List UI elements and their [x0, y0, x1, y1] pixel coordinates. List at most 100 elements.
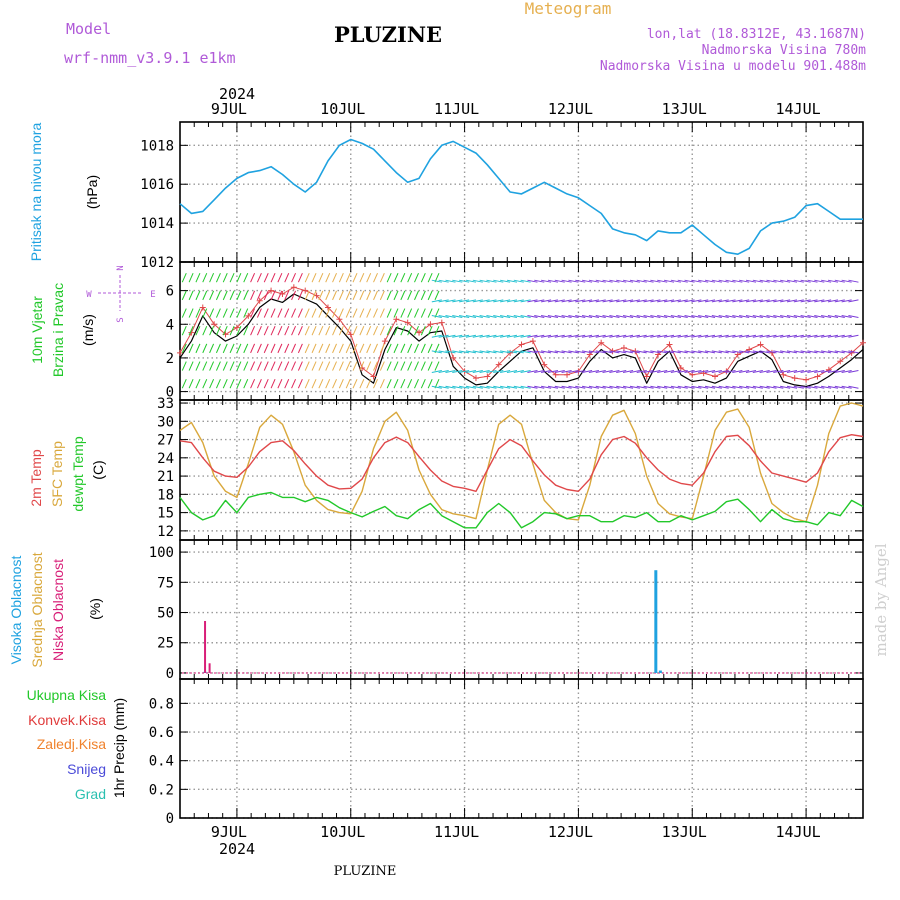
- y-tick-label: 24: [157, 451, 174, 467]
- wind-barb: [250, 308, 256, 318]
- wind-barb: [263, 272, 269, 283]
- wind-barb: [595, 370, 606, 374]
- wind-barb: [684, 334, 695, 338]
- wind-barb: [657, 279, 668, 283]
- wind-barb: [554, 279, 565, 283]
- wind-barb: [725, 299, 736, 303]
- wind-barb: [445, 279, 456, 283]
- wind-barb: [848, 370, 859, 374]
- wind-barb: [215, 308, 221, 318]
- gust-marker: [256, 297, 263, 304]
- wind-barb: [800, 299, 811, 303]
- wind-barb: [718, 315, 729, 319]
- wind-barb: [540, 299, 552, 303]
- wind-barb: [540, 385, 552, 389]
- wind-barb: [209, 361, 215, 371]
- wind-barb: [663, 279, 675, 283]
- wind-barb: [297, 379, 303, 389]
- wind-barb: [739, 385, 750, 389]
- wind-barb: [745, 279, 757, 283]
- wind-barb: [506, 334, 518, 338]
- y-tick-label: 2: [166, 351, 174, 367]
- wind-barb: [195, 308, 201, 318]
- wind-barb: [848, 350, 859, 354]
- wind-barb: [243, 361, 249, 371]
- wind-barb: [807, 350, 818, 354]
- gust-marker: [768, 349, 775, 356]
- wind-barb: [263, 361, 269, 371]
- wind-barb: [732, 370, 743, 374]
- wind-barb: [431, 385, 442, 389]
- wind-barb: [229, 272, 235, 283]
- wind-barb: [202, 361, 208, 371]
- wind-barb: [386, 379, 392, 389]
- wind-barb: [445, 350, 456, 354]
- low-cloud-bar: [208, 663, 211, 673]
- gust-marker: [393, 316, 400, 323]
- wind-barb: [581, 385, 593, 389]
- wind-barb: [848, 299, 859, 303]
- wind-barb: [311, 326, 317, 336]
- gust-marker: [860, 339, 866, 346]
- wind-barb: [332, 379, 337, 389]
- wind-barb: [236, 272, 242, 283]
- wind-barb: [534, 385, 545, 389]
- wind-barb: [609, 279, 620, 283]
- wind-barb: [704, 334, 716, 338]
- wind-barb: [609, 334, 620, 338]
- precip-legend-snow: Snijeg: [67, 761, 106, 777]
- wind-barb: [800, 279, 811, 283]
- wind-barb: [250, 272, 256, 283]
- wind-barb: [773, 299, 784, 303]
- wind-barb: [345, 326, 351, 336]
- wind-barb: [195, 326, 201, 336]
- wind-barb: [588, 279, 600, 283]
- wind-barb: [616, 279, 627, 283]
- wind-barb: [215, 326, 221, 336]
- wind-barb: [256, 361, 262, 371]
- wind-barb: [215, 272, 221, 283]
- wind-barb: [452, 299, 463, 303]
- pressure-line: [179, 138, 863, 255]
- wind-barb: [663, 315, 675, 319]
- wind-barb: [291, 379, 297, 389]
- wind-barb: [780, 370, 791, 374]
- wind-barb: [718, 370, 729, 374]
- wind-barb: [297, 308, 303, 318]
- wind-barb: [195, 290, 201, 301]
- wind-barb: [780, 299, 791, 303]
- wind-barb: [759, 350, 770, 354]
- wind-barb: [366, 343, 372, 354]
- wind-barb: [821, 370, 832, 374]
- cloud-panel: 0 25 50 75 100: [149, 539, 864, 682]
- wind-barb: [581, 334, 593, 338]
- wind-barb: [568, 279, 579, 283]
- wind-barb: [520, 315, 531, 319]
- wind-barb: [393, 326, 399, 336]
- panel-frame: [179, 121, 864, 263]
- gust-marker: [438, 319, 445, 326]
- wind-barb: [663, 370, 675, 374]
- wind-barb: [465, 315, 477, 319]
- wind-barb: [622, 350, 634, 354]
- wind-barb: [222, 379, 228, 389]
- wind-barb: [270, 290, 276, 301]
- gust-marker: [347, 331, 354, 338]
- wind-barb: [752, 385, 763, 389]
- wind-barb: [325, 290, 331, 301]
- wind-barb: [834, 334, 845, 338]
- gust-marker: [427, 321, 434, 328]
- wind-barb: [427, 379, 433, 389]
- day-label: 9JUL: [211, 823, 247, 841]
- wind-barb: [814, 350, 825, 354]
- wind-barb: [629, 334, 640, 338]
- wind-barb: [472, 334, 483, 338]
- wind-barb: [202, 343, 208, 354]
- wind-barb: [718, 385, 729, 389]
- wind-barb: [479, 334, 490, 338]
- wind-barb: [616, 350, 627, 354]
- wind-barb: [643, 315, 654, 319]
- wind-barb: [561, 334, 572, 338]
- wind-barb: [684, 350, 695, 354]
- wind-barb: [602, 385, 613, 389]
